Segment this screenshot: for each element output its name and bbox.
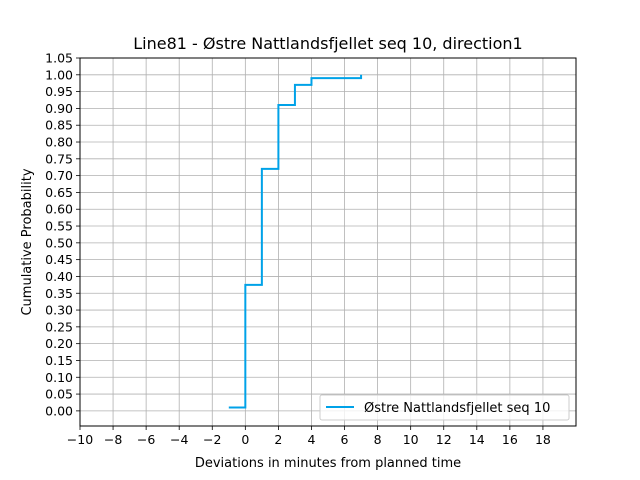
legend: Østre Nattlandsfjellet seq 10 [319, 394, 570, 421]
x-tick-label: −2 [203, 432, 221, 447]
series-layer [228, 74, 363, 409]
x-tick-label: −8 [104, 432, 122, 447]
y-tick-label: 0.40 [45, 269, 73, 284]
y-tick-label: 0.15 [45, 353, 73, 368]
y-tick-label: 1.00 [45, 67, 73, 82]
y-tick-label: 1.05 [45, 51, 73, 66]
y-tick-label: 0.25 [45, 319, 73, 334]
y-tick-label: 0.85 [45, 118, 73, 133]
x-tick-label: 4 [307, 432, 315, 447]
x-tick-label: 6 [341, 432, 349, 447]
x-tick-label: −4 [170, 432, 188, 447]
y-tick-label: 0.65 [45, 185, 73, 200]
y-tick-label: 0.05 [45, 387, 73, 402]
y-tick-label: 0.50 [45, 235, 73, 250]
x-tick-label: 14 [469, 432, 485, 447]
x-axis: −10 −8 −6 −4 −2 0 2 4 6 8 10 12 14 16 18 [67, 426, 551, 447]
y-axis-title: Cumulative Probability [20, 168, 35, 315]
x-tick-label: 2 [274, 432, 282, 447]
y-tick-label: 0.20 [45, 336, 73, 351]
y-tick-label: 0.70 [45, 168, 73, 183]
legend-label: Østre Nattlandsfjellet seq 10 [364, 401, 550, 416]
x-tick-label: 18 [535, 432, 551, 447]
y-tick-label: 0.90 [45, 101, 73, 116]
x-tick-label: 16 [502, 432, 518, 447]
plot-frame [79, 57, 577, 427]
legend-box [319, 394, 570, 421]
x-tick-label: 0 [241, 432, 249, 447]
y-tick-label: 0.45 [45, 252, 73, 267]
x-tick-label: 10 [403, 432, 419, 447]
x-axis-title: Deviations in minutes from planned time [195, 456, 461, 471]
y-tick-label: 0.10 [45, 370, 73, 385]
y-tick-label: 0.55 [45, 219, 73, 234]
x-tick-label: −10 [67, 432, 93, 447]
y-tick-label: 0.35 [45, 286, 73, 301]
y-tick-label: 0.60 [45, 202, 73, 217]
x-tick-label: −6 [137, 432, 155, 447]
y-tick-label: 0.95 [45, 84, 73, 99]
x-tick-label: 12 [436, 432, 452, 447]
y-tick-label: 0.75 [45, 151, 73, 166]
y-tick-label: 0.30 [45, 303, 73, 318]
grid [79, 57, 576, 426]
chart-title: Line81 - Østre Nattlandsfjellet seq 10, … [133, 34, 522, 53]
series-line [228, 74, 363, 409]
y-tick-label: 0.00 [45, 403, 73, 418]
y-tick-label: 0.80 [45, 135, 73, 150]
x-tick-label: 8 [374, 432, 382, 447]
y-axis: 0.000.05 0.10 0.15 0.20 0.250.30 0.35 0.40 0.45… [45, 51, 80, 418]
